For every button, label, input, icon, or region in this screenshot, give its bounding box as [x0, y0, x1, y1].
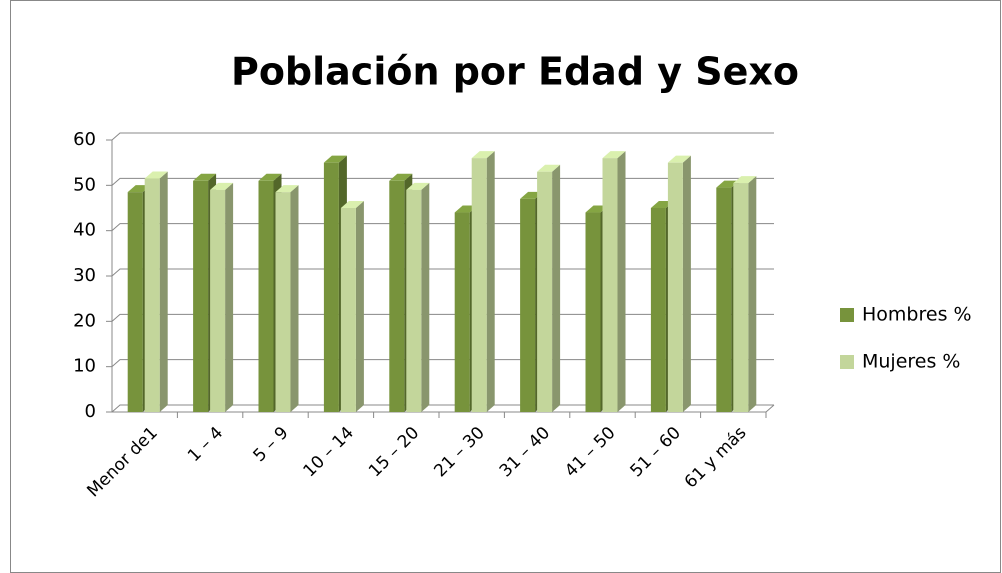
bar-top	[258, 173, 282, 181]
y-tick-label: 40	[73, 220, 96, 241]
bar	[340, 208, 356, 412]
bar-side	[486, 151, 495, 412]
bar-side	[290, 185, 299, 412]
bar	[585, 212, 601, 412]
bar-top	[667, 155, 691, 163]
bar	[716, 187, 732, 412]
bar-top	[193, 173, 217, 181]
grid-line	[111, 132, 774, 141]
y-tick-label: 60	[73, 129, 96, 150]
bar-top	[716, 180, 740, 188]
bar-side	[159, 171, 168, 412]
bar-top	[144, 171, 168, 179]
bar	[537, 171, 553, 412]
bar-side	[682, 155, 691, 412]
bar	[520, 198, 536, 412]
bar-top	[275, 185, 299, 193]
bar	[733, 183, 749, 412]
chart-frame	[10, 0, 1001, 573]
y-tick-label: 0	[85, 401, 96, 422]
bar	[258, 180, 274, 412]
bar	[389, 180, 405, 412]
bar	[454, 212, 470, 412]
bar-top	[323, 155, 347, 163]
bar	[210, 189, 226, 412]
bar-side	[617, 151, 626, 412]
bar-top	[406, 182, 430, 190]
bar-top	[733, 176, 757, 184]
bar	[667, 162, 683, 412]
bar	[193, 180, 209, 412]
bar	[144, 178, 160, 412]
bar-top	[340, 201, 364, 208]
bar-top	[210, 182, 234, 190]
bar-top	[471, 151, 495, 159]
bar-side	[552, 164, 561, 412]
bar-top	[602, 151, 626, 159]
bar-side	[748, 176, 757, 412]
bar	[602, 158, 618, 412]
y-tick-label: 50	[73, 174, 96, 195]
bar	[275, 192, 291, 412]
bar-side	[355, 201, 364, 412]
legend-swatch	[840, 308, 854, 322]
y-tick-label: 30	[73, 265, 96, 286]
bar	[406, 189, 422, 412]
bar-top	[389, 173, 413, 181]
legend-label: Mujeres %	[862, 351, 960, 373]
y-tick-label: 20	[73, 310, 96, 331]
legend-label: Hombres %	[862, 304, 972, 326]
legend-swatch	[840, 355, 854, 369]
y-tick-label: 10	[73, 356, 96, 377]
bar	[127, 192, 143, 412]
bar	[323, 162, 339, 412]
bar	[471, 158, 487, 412]
bar-side	[225, 182, 234, 412]
bar-side	[421, 182, 430, 412]
bar	[650, 208, 666, 412]
bar-top	[537, 164, 561, 172]
chart-title: Población por Edad y Sexo	[231, 50, 799, 94]
